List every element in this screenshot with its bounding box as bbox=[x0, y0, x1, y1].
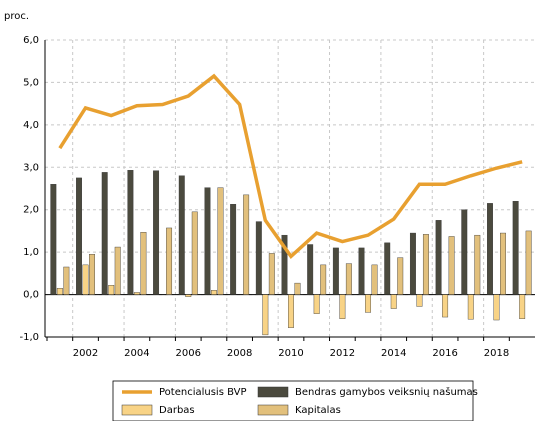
bar bbox=[358, 247, 365, 295]
bar bbox=[365, 294, 372, 313]
bar bbox=[210, 290, 217, 295]
bar bbox=[230, 203, 237, 295]
bar bbox=[191, 211, 198, 295]
bar bbox=[108, 285, 115, 295]
y-tick-label: 5,0 bbox=[23, 77, 39, 88]
legend-swatch bbox=[257, 386, 289, 398]
bar bbox=[255, 221, 262, 295]
x-tick-label: 2018 bbox=[484, 348, 509, 359]
legend-label: Potencialusis BVP bbox=[159, 387, 247, 398]
bar bbox=[262, 294, 269, 336]
y-tick-label: 4,0 bbox=[23, 120, 39, 131]
bar bbox=[307, 244, 314, 295]
legend-box bbox=[112, 380, 474, 421]
bar bbox=[500, 232, 506, 295]
bar bbox=[185, 294, 192, 297]
bar bbox=[409, 232, 416, 295]
legend-label: Darbas bbox=[159, 405, 195, 416]
bar bbox=[63, 266, 70, 295]
bar bbox=[390, 294, 397, 309]
legend-label: Kapitalas bbox=[295, 405, 341, 416]
bar bbox=[525, 230, 532, 295]
bar bbox=[127, 170, 134, 295]
bar bbox=[114, 246, 121, 295]
bar bbox=[288, 294, 294, 328]
bar bbox=[140, 232, 147, 295]
x-tick-label: 2010 bbox=[278, 348, 303, 359]
bar bbox=[320, 264, 327, 295]
x-tick-label: 2016 bbox=[432, 348, 457, 359]
bar bbox=[339, 294, 346, 319]
line bbox=[58, 73, 523, 260]
bar bbox=[345, 263, 352, 295]
bar bbox=[82, 264, 89, 295]
bar bbox=[448, 236, 455, 295]
bar bbox=[416, 294, 423, 307]
bar bbox=[371, 264, 378, 295]
bar bbox=[133, 292, 140, 295]
bar bbox=[493, 294, 500, 321]
bar bbox=[512, 201, 519, 295]
y-tick-label: 0,0 bbox=[23, 290, 39, 301]
x-tick-label: 2008 bbox=[227, 348, 252, 359]
y-axis-label: proc. bbox=[4, 11, 29, 22]
legend-label: Bendras gamybos veiksnių našumas bbox=[295, 386, 478, 398]
bar bbox=[178, 175, 185, 295]
bar bbox=[467, 294, 474, 320]
bar bbox=[56, 288, 63, 295]
legend-swatch bbox=[121, 404, 153, 416]
bar bbox=[313, 294, 320, 314]
x-tick-label: 2004 bbox=[124, 348, 149, 359]
x-tick-label: 2012 bbox=[330, 348, 355, 359]
bar bbox=[204, 187, 211, 295]
bar bbox=[153, 170, 160, 295]
y-tick-label: 3,0 bbox=[23, 162, 39, 173]
bar bbox=[435, 220, 442, 295]
y-tick-label: 6,0 bbox=[23, 35, 39, 46]
bar bbox=[89, 254, 95, 295]
bar bbox=[332, 247, 339, 295]
y-tick-label: 2,0 bbox=[23, 205, 39, 216]
bar bbox=[217, 187, 224, 295]
x-tick-label: 2002 bbox=[73, 348, 98, 359]
bar bbox=[101, 172, 108, 295]
bar bbox=[487, 203, 493, 295]
y-tick-label: -1,0 bbox=[19, 332, 39, 343]
x-tick-label: 2006 bbox=[176, 348, 201, 359]
bar bbox=[442, 294, 449, 318]
bar bbox=[294, 282, 301, 295]
y-tick-label: 1,0 bbox=[23, 247, 39, 258]
bar bbox=[243, 194, 250, 295]
x-tick-label: 2014 bbox=[381, 348, 406, 359]
bar bbox=[281, 234, 288, 295]
bar bbox=[519, 294, 526, 319]
bar bbox=[474, 234, 481, 295]
bar bbox=[50, 184, 57, 295]
bar bbox=[422, 234, 429, 295]
bar bbox=[397, 257, 404, 295]
bar bbox=[166, 227, 173, 295]
bar bbox=[268, 253, 275, 295]
bar bbox=[76, 177, 82, 295]
legend-swatch bbox=[257, 404, 289, 416]
bar bbox=[384, 242, 391, 295]
bar bbox=[461, 209, 468, 295]
